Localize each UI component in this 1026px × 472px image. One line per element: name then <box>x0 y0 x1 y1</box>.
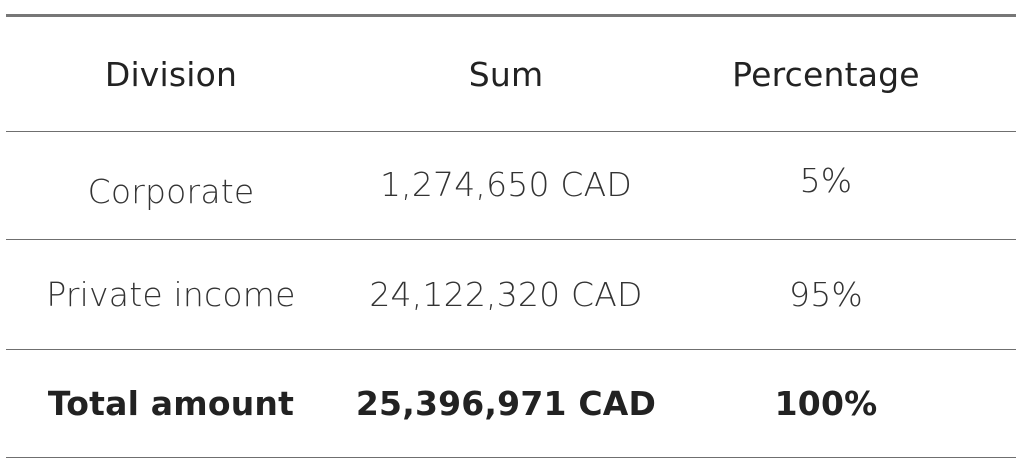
header-percentage: Percentage <box>676 17 976 131</box>
percentage-value: 5% <box>799 161 853 200</box>
table-row: Private income 24,122,320 CAD 95% <box>6 240 1016 349</box>
total-sum: 25,396,971 CAD <box>336 350 676 457</box>
total-sum-value: 25,396,971 CAD <box>355 384 657 423</box>
sum-value: 24,122,320 CAD <box>369 275 643 314</box>
sum-value: 1,274,650 CAD <box>379 165 633 204</box>
row-divider <box>6 239 1016 240</box>
cell-division: Corporate <box>6 132 336 239</box>
cell-percentage: 95% <box>676 240 976 349</box>
header-sum-label: Sum <box>468 54 544 94</box>
header-divider <box>6 131 1016 132</box>
total-percentage: 100% <box>676 350 976 457</box>
table-top-rule <box>6 14 1016 17</box>
total-divider <box>6 349 1016 350</box>
division-value: Corporate <box>87 172 255 211</box>
header-division-label: Division <box>104 54 238 94</box>
table-total-row: Total amount 25,396,971 CAD 100% <box>6 350 1016 457</box>
cell-division: Private income <box>6 240 336 349</box>
percentage-value: 95% <box>789 275 863 314</box>
division-value: Private income <box>46 275 296 314</box>
header-percentage-label: Percentage <box>732 54 920 94</box>
cell-percentage: 5% <box>676 132 976 239</box>
total-label: Total amount <box>47 384 295 423</box>
total-division: Total amount <box>6 350 336 457</box>
cell-sum: 24,122,320 CAD <box>336 240 676 349</box>
division-sum-table: Division Sum Percentage Corporate 1,274,… <box>6 0 1016 472</box>
table-bottom-rule <box>6 457 1016 458</box>
table-row: Corporate 1,274,650 CAD 5% <box>6 132 1016 239</box>
table-header-row: Division Sum Percentage <box>6 17 1016 131</box>
total-percentage-value: 100% <box>774 384 878 423</box>
header-sum: Sum <box>336 17 676 131</box>
cell-sum: 1,274,650 CAD <box>336 132 676 239</box>
header-division: Division <box>6 17 336 131</box>
